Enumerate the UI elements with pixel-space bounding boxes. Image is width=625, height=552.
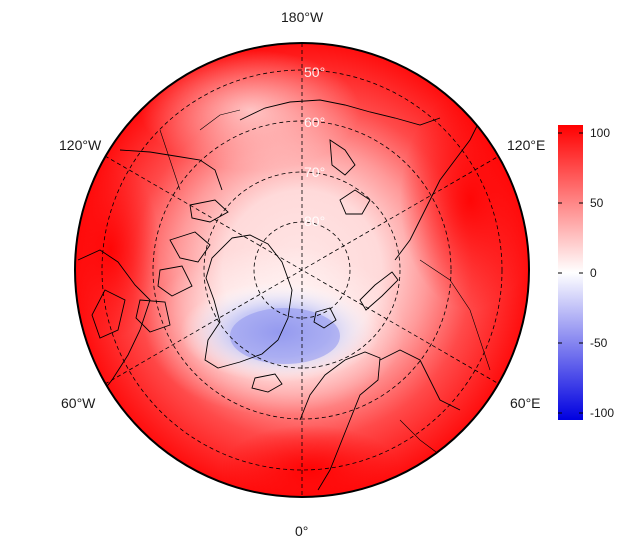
colorbar	[558, 125, 583, 420]
field-negative-core	[230, 308, 340, 364]
colorbar-gradient	[558, 125, 583, 420]
lon-label-120w: 120°W	[59, 137, 102, 153]
colorbar-ticks	[558, 132, 583, 414]
severnaya-zemlya	[339, 189, 371, 215]
new-siberian-islands	[329, 139, 356, 176]
border-line-4	[159, 129, 181, 191]
lat-circle-50	[101, 69, 503, 471]
lon-label-0: 0°	[295, 523, 309, 539]
lat-circle-70	[203, 171, 401, 369]
cb-label-0: 0	[590, 266, 597, 280]
field-red-siberia	[400, 90, 529, 310]
field-red-europe	[220, 425, 400, 497]
hudson-bay	[91, 289, 126, 339]
cb-label-m50: -50	[590, 336, 608, 350]
map-border	[74, 42, 530, 498]
lon-label-180w: 180°W	[281, 9, 324, 25]
cb-label-100: 100	[590, 126, 611, 140]
meridian-60w-120e	[104, 155, 500, 385]
cb-label-m100: -100	[590, 406, 615, 420]
alaska-coast	[119, 149, 223, 191]
lat-label-80: 80°	[304, 213, 325, 229]
east-siberia-coast	[239, 99, 441, 126]
canadian-archipelago	[135, 199, 229, 333]
lon-label-60w: 60°W	[61, 395, 96, 411]
graticule	[101, 43, 503, 497]
lat-label-50: 50°	[304, 64, 325, 80]
border-line-3	[199, 109, 241, 131]
field-light-patch	[140, 50, 360, 170]
russia-west-coast	[379, 349, 461, 411]
svalbard-coast	[313, 307, 337, 329]
cb-label-50: 50	[590, 196, 604, 210]
lon-label-120e: 120°E	[507, 137, 546, 153]
novaya-zemlya	[359, 271, 399, 311]
lat-label-60: 60°	[304, 114, 325, 130]
scandinavia-coast	[299, 351, 381, 491]
iceland-coast	[251, 373, 283, 393]
lat-circle-80	[253, 221, 351, 319]
lon-label-60e: 60°E	[510, 395, 541, 411]
lat-label-70: 70°	[304, 164, 325, 180]
siberia-coast	[394, 119, 481, 261]
border-line-1	[419, 259, 491, 371]
